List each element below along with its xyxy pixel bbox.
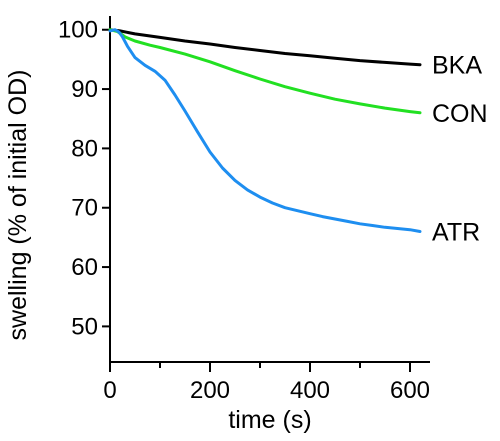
series-label-con: CON — [432, 100, 488, 128]
y-tick-label: 80 — [71, 135, 98, 162]
x-axis: 0 200 400 600 — [103, 362, 430, 404]
y-tick-label: 90 — [71, 76, 98, 103]
series-line-atr — [110, 30, 420, 232]
x-axis-label: time (s) — [228, 406, 311, 434]
y-tick-label: 100 — [58, 17, 98, 44]
series-label-bka: BKA — [432, 52, 482, 80]
series-label-atr: ATR — [432, 218, 480, 246]
series-layer: BKA CON ATR — [110, 30, 488, 247]
x-tick-label: 200 — [190, 377, 230, 404]
x-tick-label: 400 — [290, 377, 330, 404]
y-axis-label: swelling (% of initial OD) — [4, 70, 32, 341]
y-axis: 50 60 70 80 90 100 — [58, 16, 110, 362]
y-tick-label: 60 — [71, 254, 98, 281]
x-tick-label: 0 — [103, 377, 116, 404]
y-tick-label: 70 — [71, 195, 98, 222]
x-tick-label: 600 — [390, 377, 430, 404]
y-tick-label: 50 — [71, 313, 98, 340]
